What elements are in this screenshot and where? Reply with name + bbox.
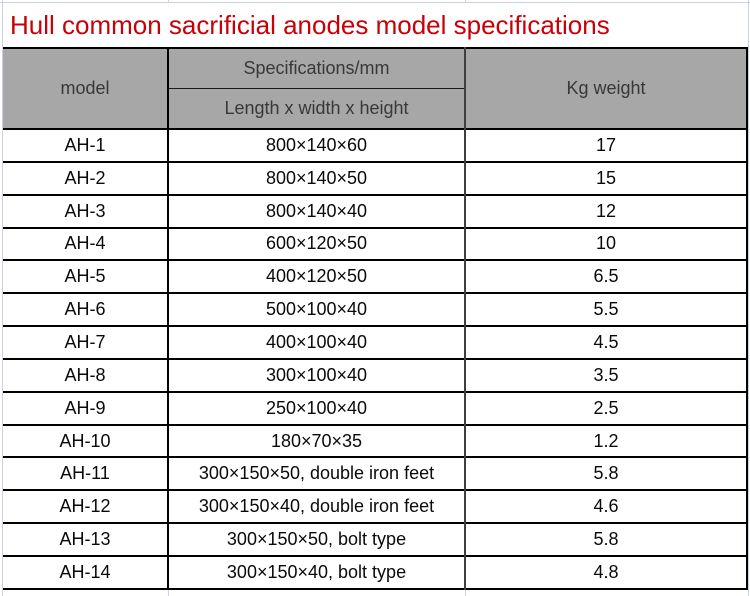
header-row-2: Length x width x height (3, 88, 747, 129)
spec-cell: 300×150×40, double iron feet (168, 489, 466, 524)
spec-cell: 400×120×50 (168, 259, 466, 294)
spec-cell: 180×70×35 (168, 423, 466, 458)
header-row-1: model Specifications/mm Kg weight (3, 48, 747, 129)
table-row: AH-13 300×150×50, bolt type 5.8 (3, 522, 747, 556)
table-row: AH-8 300×100×40 3.5 (3, 357, 747, 392)
spec-cell: 300×100×40 (168, 357, 466, 392)
spec-cell: 800×140×50 (168, 160, 466, 195)
table-row: AH-9 250×100×40 2.5 (3, 390, 747, 425)
table-row: AH-11 300×150×50, double iron feet 5.8 (3, 456, 747, 491)
header-specifications: Specifications/mm (168, 48, 466, 89)
weight-cell: 2.5 (465, 390, 747, 425)
table-row: AH-3 800×140×40 12 (3, 193, 747, 228)
model-cell: AH-9 (3, 390, 169, 425)
model-cell: AH-6 (3, 292, 169, 327)
table-header: model Specifications/mm Kg weight Length… (3, 48, 747, 129)
specifications-table: model Specifications/mm Kg weight Length… (3, 47, 748, 590)
spec-cell: 300×150×50, double iron feet (168, 456, 466, 491)
weight-cell: 6.5 (465, 259, 747, 294)
weight-cell: 17 (465, 128, 747, 162)
weight-cell: 1.2 (465, 423, 747, 458)
page-title: Hull common sacrificial anodes model spe… (3, 3, 746, 47)
table-row: AH-7 400×100×40 4.5 (3, 325, 747, 359)
spec-cell: 600×120×50 (168, 226, 466, 261)
spec-cell: 500×100×40 (168, 292, 466, 327)
model-cell: AH-8 (3, 357, 169, 392)
weight-cell: 5.5 (465, 292, 747, 327)
table-row: AH-2 800×140×50 15 (3, 160, 747, 195)
model-cell: AH-3 (3, 193, 169, 228)
spec-cell: 300×150×40, bolt type (168, 554, 466, 589)
spec-cell: 300×150×50, bolt type (168, 522, 466, 556)
weight-cell: 5.8 (465, 522, 747, 556)
model-cell: AH-4 (3, 226, 169, 261)
weight-cell: 3.5 (465, 357, 747, 392)
weight-cell: 4.6 (465, 489, 747, 524)
model-cell: AH-7 (3, 325, 169, 359)
table-row: AH-10 180×70×35 1.2 (3, 423, 747, 458)
gridline-horizontal-top (0, 2, 750, 3)
table-body: AH-1 800×140×60 17 AH-2 800×140×50 15 AH-3 800×… (3, 128, 747, 589)
model-cell: AH-2 (3, 160, 169, 195)
spec-cell: 800×140×60 (168, 128, 466, 162)
table-row: AH-14 300×150×40, bolt type 4.8 (3, 554, 747, 589)
model-cell: AH-11 (3, 456, 169, 491)
model-cell: AH-1 (3, 128, 169, 162)
model-cell: AH-12 (3, 489, 169, 524)
spec-cell: 800×140×40 (168, 193, 466, 228)
weight-cell: 12 (465, 193, 747, 228)
weight-cell: 5.8 (465, 456, 747, 491)
table-row: AH-4 600×120×50 10 (3, 226, 747, 261)
model-cell: AH-5 (3, 259, 169, 294)
gridline-vertical-right (748, 0, 749, 596)
table-row: AH-6 500×100×40 5.5 (3, 292, 747, 327)
header-model: model (3, 48, 169, 129)
spec-cell: 400×100×40 (168, 325, 466, 359)
table-row: AH-12 300×150×40, double iron feet 4.6 (3, 489, 747, 524)
table-row: AH-1 800×140×60 17 (3, 128, 747, 162)
gridline-vertical-left (2, 0, 3, 596)
header-kg-weight: Kg weight (465, 48, 747, 129)
model-cell: AH-13 (3, 522, 169, 556)
spec-cell: 250×100×40 (168, 390, 466, 425)
weight-cell: 10 (465, 226, 747, 261)
model-cell: AH-10 (3, 423, 169, 458)
model-cell: AH-14 (3, 554, 169, 589)
weight-cell: 4.8 (465, 554, 747, 589)
weight-cell: 15 (465, 160, 747, 195)
table-row: AH-5 400×120×50 6.5 (3, 259, 747, 294)
weight-cell: 4.5 (465, 325, 747, 359)
header-length-width-height: Length x width x height (168, 88, 466, 129)
